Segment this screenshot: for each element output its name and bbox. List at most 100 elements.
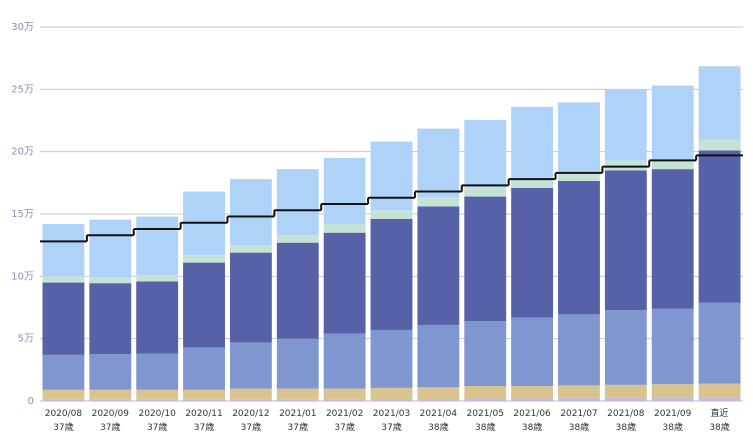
bar-segment xyxy=(464,196,507,322)
bar-segment xyxy=(558,170,600,181)
bar-segment xyxy=(89,276,132,284)
bar-segment xyxy=(183,389,225,400)
x-tick-age: 38歳 xyxy=(428,421,448,433)
bar-segment xyxy=(464,321,507,387)
bar-segment xyxy=(42,282,85,355)
bar-segment xyxy=(464,386,507,399)
bar-segment xyxy=(698,150,741,303)
bar-segment xyxy=(651,85,694,160)
y-tick-label: 25万 xyxy=(11,84,34,95)
bar-segment xyxy=(604,397,647,401)
bar-segment xyxy=(464,119,507,188)
bar-segment xyxy=(323,223,366,233)
bar-segment xyxy=(276,338,319,389)
bar-segment xyxy=(558,102,600,171)
x-tick-date: 直近 xyxy=(711,407,729,419)
x-tick-date: 2021/01 xyxy=(279,409,316,419)
bar-segment xyxy=(558,180,600,315)
bar-segment xyxy=(417,387,460,400)
bar-segment xyxy=(604,170,647,310)
bar-segment xyxy=(136,353,179,390)
bar-segment xyxy=(42,389,85,400)
x-tick-age: 38歳 xyxy=(475,421,495,433)
x-tick-date: 2020/08 xyxy=(45,409,83,419)
bar-segment xyxy=(417,399,460,401)
bar-segment xyxy=(604,160,647,171)
y-tick-label: 5万 xyxy=(18,334,34,345)
bar-segment xyxy=(651,169,694,309)
bar-segment xyxy=(136,275,179,282)
bar-segment xyxy=(511,187,554,318)
bar-segment xyxy=(276,235,319,243)
x-axis: 2020/08 37歳 2020/09 37歳 2020/10 37歳 2020/11 37歳… xyxy=(45,407,730,433)
bar-segment xyxy=(89,283,132,355)
x-tick-date: 2021/03 xyxy=(373,409,410,419)
bar-segment xyxy=(417,206,460,325)
bar-segment xyxy=(464,398,507,401)
bar-segment xyxy=(89,389,132,400)
bar-segment xyxy=(229,388,272,400)
bar-segment xyxy=(323,399,366,401)
bar-segment xyxy=(511,317,554,387)
x-tick-date: 2020/11 xyxy=(185,409,222,419)
bar-segment xyxy=(698,302,741,384)
bar-segment xyxy=(136,389,179,400)
x-tick-date: 2021/02 xyxy=(326,409,363,419)
bar-segment xyxy=(417,128,460,198)
y-tick-label: 15万 xyxy=(11,209,34,220)
bar-segment xyxy=(42,223,85,277)
x-tick-age: 37歳 xyxy=(288,421,308,433)
x-tick-date: 2021/08 xyxy=(607,409,645,419)
bar-segment xyxy=(183,262,225,348)
x-tick-date: 2021/09 xyxy=(654,409,692,419)
bar-segment xyxy=(89,354,132,390)
bar-segment xyxy=(42,399,85,401)
x-tick-age: 38歳 xyxy=(616,421,636,433)
bar-segment xyxy=(136,399,179,401)
bar-segment xyxy=(511,106,554,178)
bar-segment xyxy=(604,89,647,161)
x-tick-age: 38歳 xyxy=(662,421,682,433)
bar-segment xyxy=(417,197,460,207)
x-tick-age: 37歳 xyxy=(194,421,214,433)
x-tick-age: 37歳 xyxy=(381,421,401,433)
x-tick-date: 2021/06 xyxy=(513,409,551,419)
x-tick-date: 2021/04 xyxy=(420,409,458,419)
y-tick-label: 10万 xyxy=(11,271,34,282)
x-tick-age: 38歳 xyxy=(569,421,589,433)
bar-segment xyxy=(323,333,366,389)
x-tick-date: 2021/07 xyxy=(560,409,597,419)
bar-segment xyxy=(604,384,647,398)
bar-segment xyxy=(651,159,694,170)
bar-segment xyxy=(558,397,600,401)
bar-segment xyxy=(370,141,413,211)
bar-segment xyxy=(464,187,507,197)
step-line-layer xyxy=(40,154,743,243)
bar-segment xyxy=(417,324,460,388)
x-tick-date: 2021/05 xyxy=(467,409,504,419)
bar-segment xyxy=(229,179,272,246)
bar-segment xyxy=(370,210,413,219)
bar-segment xyxy=(651,384,694,398)
bar-segment xyxy=(136,216,179,276)
bar-segment xyxy=(604,309,647,385)
bar-segment xyxy=(89,399,132,401)
x-tick-age: 37歳 xyxy=(241,421,261,433)
bar-segment xyxy=(558,385,600,398)
bar-segment xyxy=(229,399,272,401)
x-tick-age: 38歳 xyxy=(522,421,542,433)
y-axis: 0 5万 10万 15万 20万 25万 30万 xyxy=(11,22,34,407)
bar-segment xyxy=(323,157,366,224)
bar-segment xyxy=(698,66,741,140)
x-tick-date: 2020/12 xyxy=(232,409,269,419)
bar-segment xyxy=(276,169,319,236)
bar-segment xyxy=(42,276,85,283)
x-tick-date: 2020/10 xyxy=(138,409,176,419)
x-tick-age: 37歳 xyxy=(53,421,73,433)
bar-segment xyxy=(323,388,366,400)
bar-segment xyxy=(651,397,694,401)
bar-segment xyxy=(698,397,741,401)
bar-segment xyxy=(511,398,554,401)
